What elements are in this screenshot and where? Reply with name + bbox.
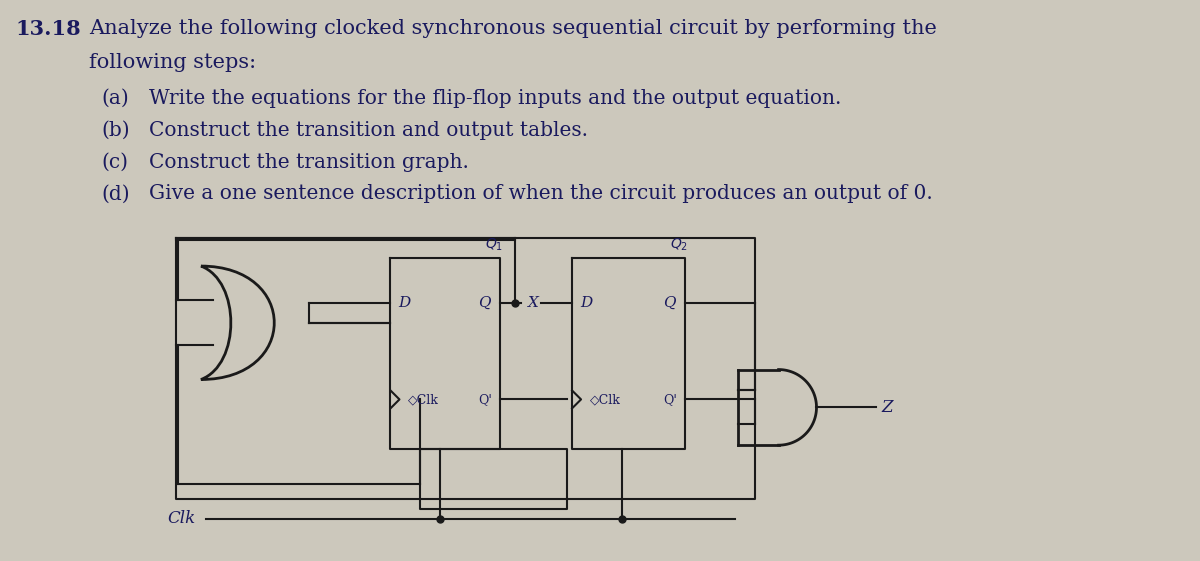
Text: Analyze the following clocked synchronous sequential circuit by performing the: Analyze the following clocked synchronou…	[89, 19, 937, 38]
Text: Clk: Clk	[168, 511, 196, 527]
Text: following steps:: following steps:	[89, 53, 257, 72]
Text: ◇Clk: ◇Clk	[408, 393, 439, 406]
Text: X: X	[528, 296, 539, 310]
Text: $Q_1$: $Q_1$	[485, 237, 504, 253]
Text: $Q_2$: $Q_2$	[670, 237, 688, 253]
Text: (c): (c)	[101, 153, 128, 172]
Text: 13.18: 13.18	[16, 19, 80, 39]
Text: Q': Q'	[662, 393, 677, 406]
Text: Construct the transition graph.: Construct the transition graph.	[149, 153, 469, 172]
Text: D: D	[398, 296, 410, 310]
Text: D: D	[580, 296, 593, 310]
Text: Q: Q	[662, 296, 676, 310]
Text: Z: Z	[881, 399, 893, 416]
Text: Q': Q'	[479, 393, 492, 406]
Text: Q: Q	[479, 296, 491, 310]
Text: Write the equations for the flip-flop inputs and the output equation.: Write the equations for the flip-flop in…	[149, 89, 841, 108]
Text: (a): (a)	[101, 89, 128, 108]
Text: (b): (b)	[101, 121, 130, 140]
Text: Give a one sentence description of when the circuit produces an output of 0.: Give a one sentence description of when …	[149, 185, 932, 204]
Text: Construct the transition and output tables.: Construct the transition and output tabl…	[149, 121, 588, 140]
Text: ◇Clk: ◇Clk	[590, 393, 620, 406]
Text: (d): (d)	[101, 185, 130, 204]
